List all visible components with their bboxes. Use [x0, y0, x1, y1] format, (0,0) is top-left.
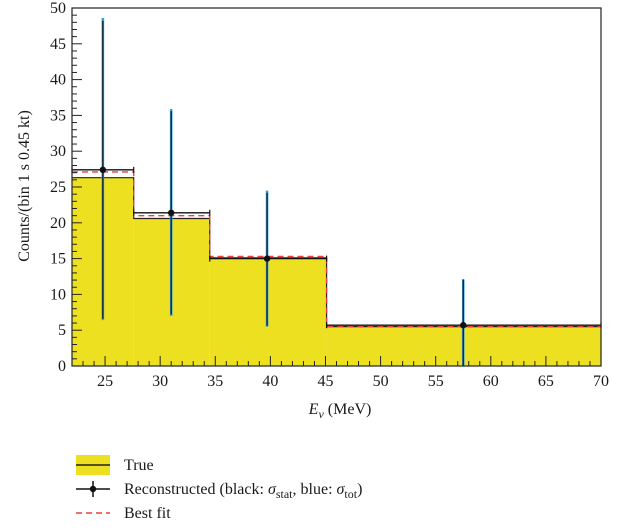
x-tick-label-9: 70 [593, 373, 609, 390]
x-tick-label-8: 65 [538, 373, 554, 390]
y-tick-label-7: 35 [50, 107, 66, 124]
y-axis-title: Counts/(bin 1 s 0.45 kt) [16, 110, 33, 262]
x-tick-label-7: 60 [483, 373, 499, 390]
legend-item-best-fit: Best fit [76, 505, 171, 522]
x-tick-label-0: 25 [97, 373, 113, 390]
x-tick-label-4: 45 [317, 373, 333, 390]
reco-point-0 [99, 166, 107, 174]
reco-point-3 [460, 321, 467, 329]
legend-item-reconstructed: Reconstructed (black: σstat, blue: σtot) [76, 481, 362, 501]
x-tick-label-6: 55 [428, 373, 444, 390]
axes: 0 5 10 15 20 25 30 35 40 45 50 25 30 35 40 45 50 55 60 65 70 [50, 0, 609, 390]
legend-true-label: True [124, 457, 154, 474]
x-axis-title: Eν (MeV) [308, 401, 372, 421]
legend-reco-label: Reconstructed (black: σstat, blue: σtot) [124, 481, 362, 501]
y-tick-label-8: 40 [50, 72, 66, 89]
x-tick-label-5: 50 [373, 373, 389, 390]
y-tick-label-10: 50 [50, 0, 66, 17]
reco-point-2 [263, 255, 271, 262]
legend-item-true: True [76, 455, 154, 475]
y-tick-label-1: 5 [58, 322, 66, 339]
y-tick-label-6: 30 [50, 143, 66, 160]
legend-best-label: Best fit [124, 505, 171, 522]
y-tick-label-0: 0 [58, 358, 66, 375]
x-tick-label-3: 40 [262, 373, 278, 390]
y-tick-label-5: 25 [50, 179, 66, 196]
legend-reco-marker [89, 485, 97, 493]
y-tick-label-2: 10 [50, 286, 66, 303]
y-tick-label-3: 15 [50, 251, 66, 268]
y-tick-label-9: 45 [50, 36, 66, 53]
legend: True Reconstructed (black: σstat, blue: … [76, 455, 362, 522]
x-tick-label-2: 35 [207, 373, 223, 390]
best-fit-line [72, 171, 601, 328]
plot-area [71, 18, 602, 366]
y-tick-label-4: 20 [50, 215, 66, 232]
x-tick-label-1: 30 [152, 373, 168, 390]
reco-point-1 [167, 209, 175, 216]
